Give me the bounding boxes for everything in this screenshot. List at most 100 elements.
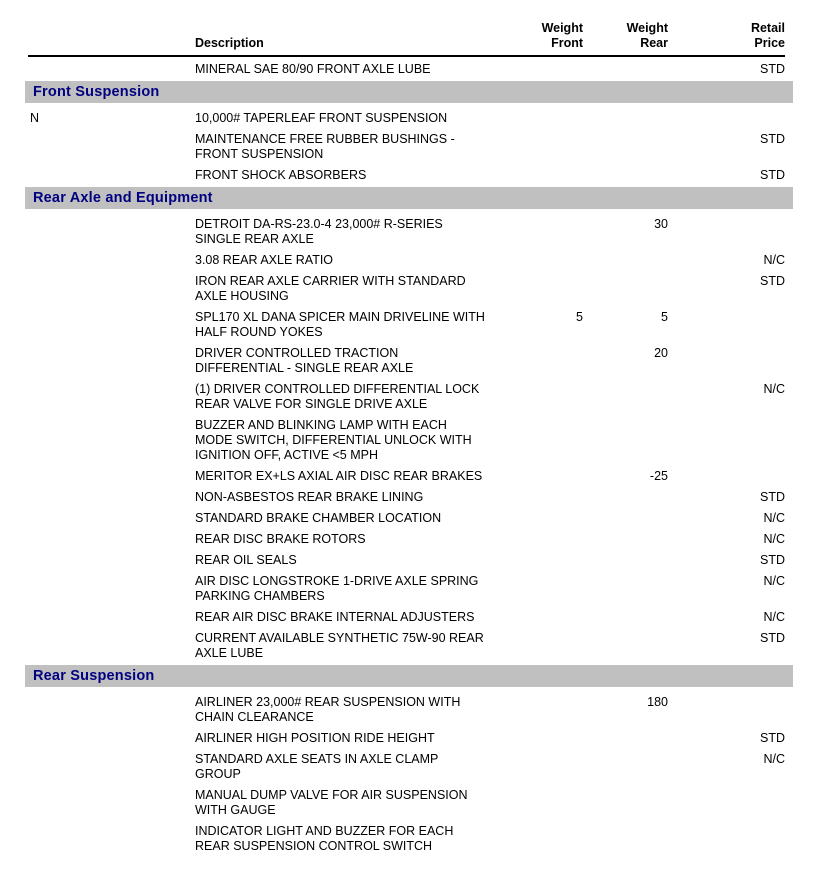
row-description: REAR DISC BRAKE ROTORS	[195, 532, 366, 546]
row-retail-price	[668, 111, 785, 126]
row-retail-price	[668, 418, 785, 463]
row-weight-rear	[583, 553, 668, 568]
row-weight-rear	[583, 253, 668, 268]
table-row: MANUAL DUMP VALVE FOR AIR SUSPENSION WIT…	[30, 788, 840, 818]
row-retail-price: STD	[760, 631, 785, 645]
table-row: REAR AIR DISC BRAKE INTERNAL ADJUSTERS N/…	[30, 610, 840, 625]
row-code	[30, 168, 195, 183]
row-code	[30, 752, 195, 782]
row-description: (1) DRIVER CONTROLLED DIFFERENTIAL LOCK …	[195, 382, 480, 411]
table-row: MINERAL SAE 80/90 FRONT AXLE LUBE STD	[30, 62, 840, 77]
row-weight-front	[507, 610, 583, 625]
row-description: FRONT SHOCK ABSORBERS	[195, 168, 367, 182]
row-description: IRON REAR AXLE CARRIER WITH STANDARD AXL…	[195, 274, 466, 303]
row-weight-front	[507, 111, 583, 126]
row-retail-price	[668, 346, 785, 376]
table-row: INDICATOR LIGHT AND BUZZER FOR EACH REAR…	[30, 824, 840, 854]
row-weight-front	[507, 168, 583, 183]
row-retail-price: STD	[760, 490, 785, 504]
row-retail-price: N/C	[763, 532, 785, 546]
row-retail-price	[668, 788, 785, 818]
header-weight-front: Weight Front	[541, 21, 583, 50]
row-weight-rear	[583, 490, 668, 505]
row-weight-rear	[583, 824, 668, 854]
row-retail-price: STD	[760, 553, 785, 567]
row-weight-front	[507, 731, 583, 746]
row-code	[30, 62, 195, 77]
row-code	[30, 469, 195, 484]
row-weight-front	[507, 346, 583, 376]
row-weight-front	[507, 132, 583, 162]
row-weight-front	[507, 788, 583, 818]
row-code	[30, 824, 195, 854]
row-weight-rear	[583, 574, 668, 604]
row-code	[30, 310, 195, 340]
header-retail-price: Retail Price	[750, 21, 785, 50]
row-code	[30, 274, 195, 304]
row-code	[30, 253, 195, 268]
section-title: Front Suspension	[33, 84, 160, 100]
row-retail-price	[668, 824, 785, 854]
row-retail-price: STD	[760, 731, 785, 745]
row-description: CURRENT AVAILABLE SYNTHETIC 75W-90 REAR …	[195, 631, 484, 660]
row-description: SPL170 XL DANA SPICER MAIN DRIVELINE WIT…	[195, 310, 485, 339]
table-row: 3.08 REAR AXLE RATIO N/C	[30, 253, 840, 268]
table-row: MERITOR EX+LS AXIAL AIR DISC REAR BRAKES…	[30, 469, 840, 484]
row-description: MAINTENANCE FREE RUBBER BUSHINGS - FRONT…	[195, 132, 455, 161]
row-weight-rear: 180	[647, 695, 668, 709]
row-weight-rear	[583, 731, 668, 746]
row-weight-front	[507, 274, 583, 304]
row-weight-rear	[583, 610, 668, 625]
row-description: MERITOR EX+LS AXIAL AIR DISC REAR BRAKES	[195, 469, 483, 483]
row-code	[30, 132, 195, 162]
row-description: AIRLINER 23,000# REAR SUSPENSION WITH CH…	[195, 695, 461, 724]
row-code	[30, 490, 195, 505]
row-code	[30, 418, 195, 463]
row-retail-price	[668, 310, 785, 340]
row-code	[30, 574, 195, 604]
row-code	[30, 217, 195, 247]
row-weight-rear	[583, 111, 668, 126]
row-retail-price: N/C	[763, 382, 785, 396]
section-header: Front Suspension	[25, 81, 793, 103]
table-row: REAR OIL SEALS STD	[30, 553, 840, 568]
row-weight-front: 5	[576, 310, 583, 324]
row-description: STANDARD BRAKE CHAMBER LOCATION	[195, 511, 442, 525]
row-weight-front	[507, 511, 583, 526]
row-retail-price: N/C	[763, 511, 785, 525]
row-retail-price: N/C	[763, 253, 785, 267]
table-row: DRIVER CONTROLLED TRACTION DIFFERENTIAL …	[30, 346, 840, 376]
row-weight-front	[507, 553, 583, 568]
row-weight-front	[507, 695, 583, 725]
row-weight-rear	[583, 168, 668, 183]
row-code	[30, 731, 195, 746]
row-code	[30, 695, 195, 725]
row-weight-rear	[583, 418, 668, 463]
row-retail-price	[668, 695, 785, 725]
row-description: REAR AIR DISC BRAKE INTERNAL ADJUSTERS	[195, 610, 475, 624]
table-row: AIRLINER 23,000# REAR SUSPENSION WITH CH…	[30, 695, 840, 725]
section-header: Rear Suspension	[25, 665, 793, 687]
row-weight-front	[507, 490, 583, 505]
row-retail-price: STD	[760, 132, 785, 146]
row-weight-rear	[583, 752, 668, 782]
row-weight-rear: 30	[654, 217, 668, 231]
row-retail-price: STD	[760, 62, 785, 76]
row-description: DRIVER CONTROLLED TRACTION DIFFERENTIAL …	[195, 346, 414, 375]
row-weight-rear	[583, 62, 668, 77]
table-row: BUZZER AND BLINKING LAMP WITH EACH MODE …	[30, 418, 840, 463]
row-description: STANDARD AXLE SEATS IN AXLE CLAMP GROUP	[195, 752, 439, 781]
header-description: Description	[195, 36, 264, 50]
row-retail-price: STD	[760, 274, 785, 288]
row-code	[30, 532, 195, 547]
row-code	[30, 511, 195, 526]
table-row: MAINTENANCE FREE RUBBER BUSHINGS - FRONT…	[30, 132, 840, 162]
table-row: (1) DRIVER CONTROLLED DIFFERENTIAL LOCK …	[30, 382, 840, 412]
header-weight-rear: Weight Rear	[626, 21, 668, 50]
row-retail-price: N/C	[763, 610, 785, 624]
row-retail-price: N/C	[763, 752, 785, 766]
header-divider	[28, 55, 785, 57]
row-code	[30, 346, 195, 376]
table-row: STANDARD AXLE SEATS IN AXLE CLAMP GROUP N…	[30, 752, 840, 782]
